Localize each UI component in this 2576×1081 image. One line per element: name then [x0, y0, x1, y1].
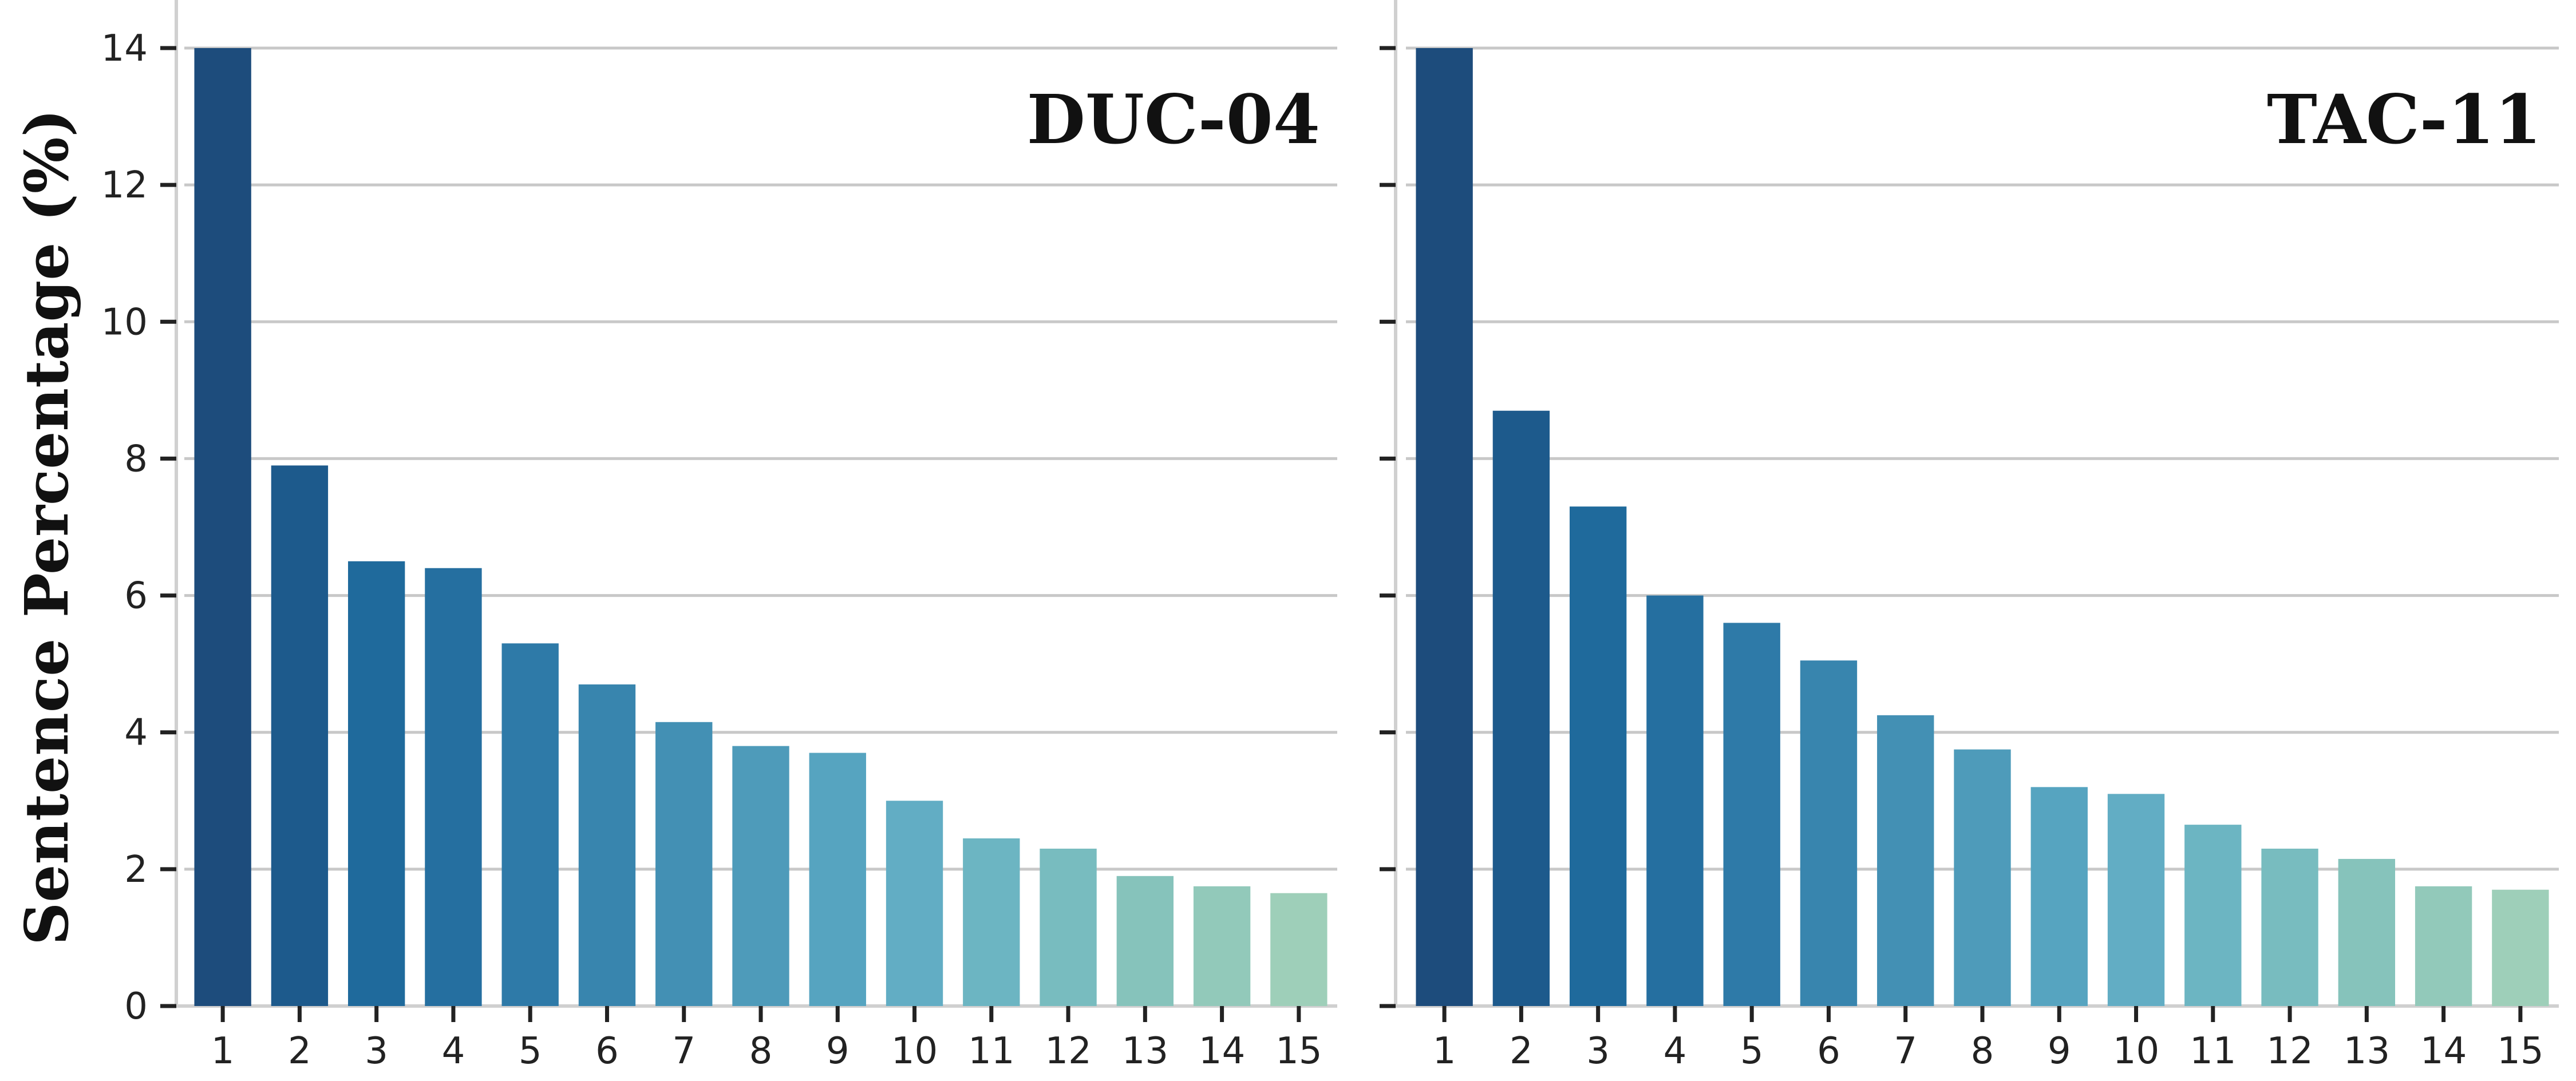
bar	[347, 561, 405, 1006]
x-tick-label: 7	[1894, 1030, 1917, 1072]
bar	[2492, 889, 2549, 1006]
x-tick-label: 15	[1275, 1030, 1322, 1072]
bar	[1723, 623, 1780, 1006]
x-tick-label: 14	[2420, 1030, 2467, 1072]
x-tick-label: 10	[2113, 1030, 2159, 1072]
bar	[578, 684, 636, 1006]
x-tick-label: 8	[1971, 1030, 1994, 1072]
bar	[194, 48, 251, 1006]
bar	[2338, 858, 2396, 1006]
x-tick-label: 7	[672, 1030, 696, 1072]
bar	[963, 838, 1020, 1006]
y-tick-label: 0	[124, 985, 148, 1028]
x-tick-label: 6	[595, 1030, 619, 1072]
y-tick-label: 4	[124, 712, 148, 754]
bar	[501, 643, 559, 1006]
x-tick-label: 12	[1045, 1030, 1091, 1072]
x-tick-label: 11	[968, 1030, 1014, 1072]
bar	[809, 753, 866, 1006]
x-tick-label: 13	[2344, 1030, 2390, 1072]
bar	[1877, 715, 1934, 1006]
x-tick-label: 9	[2048, 1030, 2071, 1072]
bar	[1569, 506, 1627, 1006]
x-tick-label: 9	[826, 1030, 850, 1072]
x-tick-label: 4	[442, 1030, 465, 1072]
bar	[1040, 848, 1097, 1006]
y-tick-label: 14	[101, 27, 148, 70]
bar	[886, 801, 943, 1006]
x-tick-label: 15	[2497, 1030, 2543, 1072]
bar	[2415, 886, 2472, 1006]
y-tick-label: 8	[124, 438, 148, 480]
x-tick-label: 10	[891, 1030, 938, 1072]
x-tick-label: 14	[1199, 1030, 1245, 1072]
y-tick-label: 12	[101, 164, 148, 207]
x-tick-label: 5	[1740, 1030, 1764, 1072]
bar	[2184, 825, 2242, 1006]
panel-title: DUC-04	[1027, 80, 1320, 159]
x-tick-label: 1	[1433, 1030, 1456, 1072]
bar	[1116, 876, 1174, 1006]
bar	[655, 722, 713, 1006]
x-tick-label: 2	[288, 1030, 311, 1072]
y-tick-label: 6	[124, 575, 148, 617]
x-tick-label: 5	[519, 1030, 542, 1072]
bar	[1416, 48, 1473, 1006]
bar	[1492, 410, 1550, 1007]
bar	[732, 746, 789, 1006]
y-axis-label: Sentence Percentage (%)	[11, 109, 82, 945]
bar	[1954, 749, 2011, 1006]
bar	[1193, 886, 1251, 1006]
bar	[425, 568, 482, 1006]
x-tick-label: 8	[749, 1030, 773, 1072]
x-tick-label: 11	[2190, 1030, 2236, 1072]
x-tick-label: 6	[1817, 1030, 1840, 1072]
bar	[1270, 893, 1327, 1006]
x-tick-label: 3	[365, 1030, 388, 1072]
bar	[2030, 787, 2088, 1006]
x-tick-label: 12	[2266, 1030, 2313, 1072]
panel-title: TAC-11	[2267, 80, 2542, 159]
bar	[2261, 848, 2318, 1006]
y-tick-label: 2	[124, 849, 148, 891]
x-tick-label: 2	[1510, 1030, 1533, 1072]
bar	[1646, 595, 1704, 1006]
bar	[2107, 794, 2165, 1006]
x-tick-label: 13	[1122, 1030, 1168, 1072]
y-tick-label: 10	[101, 301, 148, 343]
x-tick-label: 4	[1664, 1030, 1687, 1072]
x-tick-label: 3	[1586, 1030, 1610, 1072]
bar	[1800, 660, 1858, 1006]
x-tick-label: 1	[211, 1030, 235, 1072]
bar	[271, 465, 329, 1006]
